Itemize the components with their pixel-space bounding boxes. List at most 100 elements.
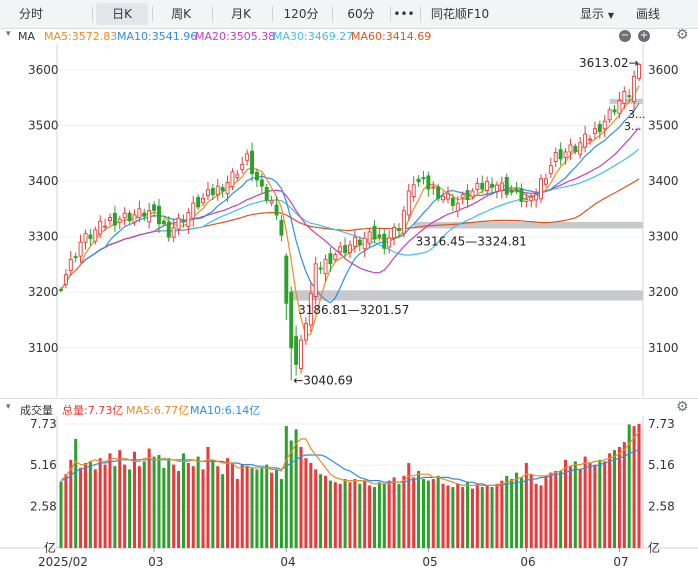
f10-button[interactable]: 同花顺F10 (430, 7, 490, 21)
volume-bar (539, 485, 543, 548)
tab-daily-k[interactable]: 日K (96, 3, 148, 25)
y-tick-label-left: 3600 (28, 63, 59, 77)
volume-bar (265, 464, 269, 548)
volume-bar (372, 487, 377, 548)
kline-chart[interactable]: 3600 3600 3500 3500 3400 3400 3300 3300 3200 3200… (0, 0, 698, 398)
volume-bar (377, 482, 381, 548)
candle-body (406, 190, 411, 216)
volume-bar (456, 483, 460, 548)
candle-body (254, 171, 259, 181)
gear-icon[interactable]: ⚙ (676, 399, 689, 415)
candle-body (93, 229, 98, 242)
candle-body (602, 120, 607, 130)
y-tick-label-right: 3600 (648, 63, 679, 77)
volume-bar (382, 483, 386, 548)
display-menu-button[interactable]: 显示 ▼ (572, 3, 622, 25)
volume-bar (554, 471, 558, 548)
volume-bar (426, 480, 430, 548)
tab-monthly-k[interactable]: 月K (231, 7, 251, 21)
volume-bar (431, 479, 435, 548)
volume-bar (495, 483, 499, 548)
candle-body (338, 246, 343, 253)
truncated-price-label: 3... (624, 120, 642, 133)
y-tick-label-right: 3400 (648, 174, 679, 188)
ma5-value: MA5:3572.83 (44, 30, 118, 43)
volume-bar (549, 472, 553, 548)
candle-body (240, 163, 245, 170)
minus-icon[interactable]: − (619, 30, 631, 42)
candle-body (269, 200, 274, 204)
volume-ma5-line (60, 432, 640, 486)
plus-icon[interactable]: + (638, 30, 650, 42)
more-periods-button[interactable]: ••• (393, 7, 415, 21)
volume-bar (358, 483, 362, 548)
volume-bar (230, 462, 234, 548)
volume-bar (612, 450, 617, 548)
candle-body (357, 239, 362, 245)
gear-icon[interactable]: ⚙ (676, 27, 689, 43)
y-tick-label-left: 3300 (28, 230, 59, 244)
candle-body (88, 234, 93, 239)
tab-60min[interactable]: 60分 (347, 7, 375, 21)
candle-body (494, 184, 499, 192)
volume-bar (93, 469, 97, 548)
volume-bar (338, 483, 342, 548)
tab-divider (420, 6, 421, 22)
y-tick-label-left: 3400 (28, 174, 59, 188)
candle-body (352, 236, 357, 247)
candle-body (563, 151, 568, 158)
candle-body (578, 142, 583, 155)
volume-bar (446, 485, 450, 548)
candle-body (78, 241, 83, 257)
volume-bar (519, 477, 523, 548)
volume-bar (461, 487, 465, 548)
candle-body (445, 193, 450, 200)
collapse-caret-icon[interactable]: ▾ (6, 29, 11, 39)
candle-body (284, 255, 289, 304)
candle-body (235, 174, 240, 178)
volume-bar (275, 469, 279, 548)
volume-bar (270, 472, 274, 548)
volume-bar (191, 466, 195, 548)
candle-body (592, 128, 597, 134)
candle-body (117, 218, 122, 223)
tab-120min[interactable]: 120分 (283, 7, 319, 21)
ma60-value: MA60:3414.69 (351, 30, 432, 43)
candle-body (73, 256, 78, 259)
volume-bar (260, 467, 264, 548)
volume-bar (559, 471, 563, 548)
volume-bar (245, 466, 249, 548)
display-label: 显示 (580, 7, 605, 21)
support-band-upper (413, 221, 643, 229)
volume-bar (181, 453, 185, 548)
volume-bar (83, 462, 88, 548)
draw-line-button[interactable]: 画线 (635, 7, 660, 21)
candle-body (397, 228, 401, 231)
tab-divider (212, 6, 213, 22)
volume-bar (250, 467, 254, 548)
tab-intraday[interactable]: 分时 (18, 7, 43, 21)
candle-body (529, 196, 534, 202)
volume-bar (451, 487, 455, 548)
volume-bar (412, 477, 416, 548)
candle-body (132, 214, 137, 223)
candle-body (519, 188, 524, 202)
candle-body (470, 190, 475, 198)
volume-bar (314, 469, 318, 548)
volume-bar (608, 453, 612, 548)
candle-body (450, 197, 455, 206)
candle-body (156, 205, 161, 225)
volume-bar (441, 483, 445, 548)
collapse-caret-icon[interactable]: ▾ (6, 402, 11, 412)
volume-bar (632, 426, 636, 548)
x-tick-label: 06 (520, 555, 535, 569)
volume-bar (402, 475, 406, 548)
candle-body (637, 63, 641, 79)
tab-divider (272, 6, 273, 22)
y-tick-label-left: 3100 (28, 341, 59, 355)
volume-bar (529, 474, 533, 548)
tab-weekly-k[interactable]: 周K (171, 7, 191, 21)
volume-bar (132, 451, 136, 548)
candle-body (421, 177, 426, 180)
